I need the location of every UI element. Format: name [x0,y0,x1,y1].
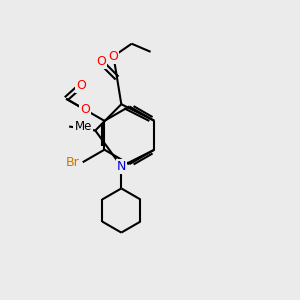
Text: O: O [96,56,106,68]
Text: O: O [76,79,86,92]
Text: O: O [109,50,118,63]
Text: O: O [80,103,90,116]
Text: Br: Br [66,156,80,169]
Text: N: N [117,160,126,173]
Text: Me: Me [74,120,92,133]
